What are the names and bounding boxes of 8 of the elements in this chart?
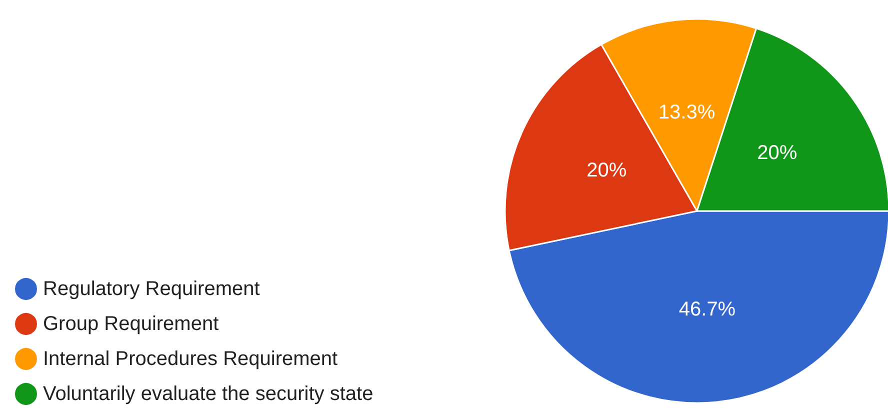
data-label: 20%	[757, 142, 798, 164]
data-label: 13.3%	[658, 102, 716, 124]
legend-label: Group Requirement	[43, 313, 220, 335]
legend-label: Regulatory Requirement	[43, 278, 260, 300]
legend-label: Internal Procedures Requirement	[43, 348, 338, 370]
legend-label: Voluntarily evaluate the security state	[43, 383, 374, 405]
data-label: 20%	[586, 160, 627, 182]
data-label: 46.7%	[678, 298, 736, 320]
